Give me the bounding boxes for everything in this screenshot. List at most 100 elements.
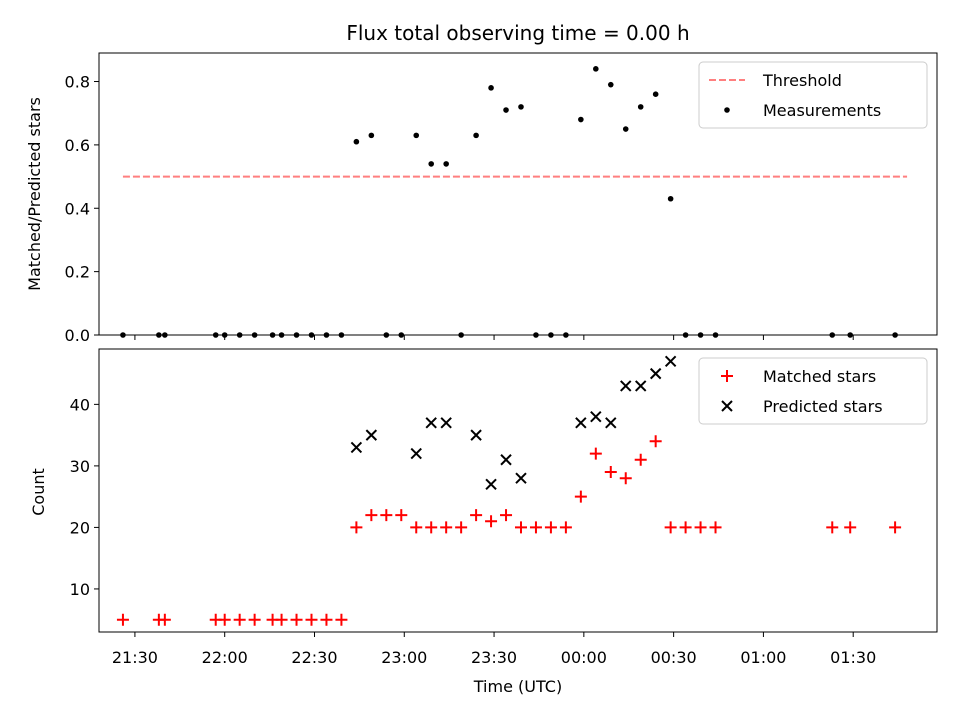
bottom-chart-legend-label: Matched stars xyxy=(763,367,876,386)
predicted-star-point xyxy=(440,417,452,429)
matched-star-point xyxy=(116,613,129,626)
measurement-point xyxy=(156,332,162,338)
matched-star-point xyxy=(679,521,692,534)
predicted-star-point xyxy=(575,417,587,429)
matched-star-point xyxy=(604,466,617,479)
measurement-point xyxy=(533,332,539,338)
bottom-chart-x-tick-label: 22:00 xyxy=(202,648,248,667)
top-chart-y-tick-label: 0.4 xyxy=(65,199,90,218)
matched-star-point xyxy=(275,613,288,626)
measurement-point xyxy=(308,332,315,338)
predicted-star-point xyxy=(649,367,662,380)
matched-star-point xyxy=(529,521,542,534)
matched-star-point xyxy=(425,521,438,534)
predicted-star-point xyxy=(620,380,632,392)
bottom-chart-legend-label: Predicted stars xyxy=(763,397,883,416)
predicted-star-point xyxy=(410,447,422,460)
measurement-point xyxy=(443,161,449,167)
measurement-point xyxy=(518,104,524,110)
matched-star-point xyxy=(826,521,839,534)
measurement-point xyxy=(563,332,569,338)
predicted-star-point xyxy=(515,472,527,484)
measurement-point xyxy=(548,332,554,338)
measurement-point xyxy=(293,332,300,338)
bottom-chart-x-tick-label: 01:30 xyxy=(830,648,876,667)
measurement-point xyxy=(353,138,360,145)
matched-star-point xyxy=(233,613,246,626)
top-chart-y-tick-label: 0.2 xyxy=(65,263,90,282)
matched-star-point xyxy=(365,509,378,522)
top-chart-legend-label: Threshold xyxy=(762,71,842,90)
matched-star-point xyxy=(619,472,632,485)
measurement-point xyxy=(236,332,243,338)
predicted-star-point xyxy=(485,478,497,491)
matched-star-point xyxy=(395,509,408,522)
measurement-point xyxy=(251,332,258,338)
top-chart-y-tick-label: 0.0 xyxy=(65,326,90,345)
matched-star-point xyxy=(410,521,423,534)
top-chart-panel: 0.0 0.2 0.4 0.6 0.8 Threshold Measurements xyxy=(65,52,938,345)
bottom-chart-y-tick-label: 30 xyxy=(70,457,90,476)
top-chart-y-tick-label: 0.8 xyxy=(65,73,90,92)
predicted-star-point xyxy=(470,429,482,441)
top-chart-legend-label: Measurements xyxy=(763,101,881,120)
top-chart-y-axis-label: Matched/Predicted stars xyxy=(25,97,44,291)
measurement-point xyxy=(212,332,219,338)
measurement-point xyxy=(667,195,674,202)
matched-star-point xyxy=(320,613,333,626)
bottom-chart-panel: 10 20 30 40 21:30 22:00 22:30 23:00 23:30 00:00 00… xyxy=(70,348,938,667)
measurement-point xyxy=(398,332,405,338)
bottom-chart-x-axis-label: Time (UTC) xyxy=(473,677,562,696)
matched-star-point xyxy=(649,435,662,448)
bottom-chart-legend-box xyxy=(698,357,928,425)
bottom-chart-frame xyxy=(98,348,938,633)
matched-star-point xyxy=(634,453,647,466)
measurement-point xyxy=(269,332,276,338)
top-chart-frame xyxy=(98,52,938,336)
predicted-star-point xyxy=(365,429,378,441)
measurement-point xyxy=(637,104,644,110)
measurement-point xyxy=(503,107,509,113)
matched-star-point xyxy=(500,509,513,522)
measurement-point xyxy=(338,332,345,338)
bottom-chart-y-tick-label: 20 xyxy=(70,518,90,537)
matched-star-point xyxy=(709,521,722,534)
measurement-point xyxy=(607,81,614,88)
matched-star-point xyxy=(248,613,261,626)
measurement-point xyxy=(278,332,285,338)
matched-star-point xyxy=(694,521,707,534)
bottom-chart-x-tick-label: 01:00 xyxy=(740,648,786,667)
matched-star-point xyxy=(290,613,303,626)
predicted-star-point xyxy=(500,454,512,466)
predicted-star-point xyxy=(634,380,647,392)
bottom-chart-y-axis-label: Count xyxy=(29,468,48,516)
matched-star-point xyxy=(844,521,857,534)
measurement-point xyxy=(473,132,479,139)
predicted-star-point xyxy=(664,355,677,368)
top-chart-y-tick-label: 0.6 xyxy=(65,136,90,155)
bottom-chart-x-tick-label: 00:00 xyxy=(561,648,607,667)
legend-matched-marker xyxy=(721,370,733,382)
measurement-point xyxy=(458,332,464,338)
bottom-chart-x-tick-label: 23:00 xyxy=(381,648,427,667)
predicted-star-point xyxy=(425,417,437,429)
measurement-point xyxy=(712,332,719,338)
matched-star-point xyxy=(470,509,483,522)
measurement-point xyxy=(682,332,689,338)
bottom-chart-y-tick-label: 40 xyxy=(70,395,90,414)
measurement-point xyxy=(368,132,375,139)
measurement-point xyxy=(221,332,228,338)
measurement-point xyxy=(323,332,330,338)
matched-star-point xyxy=(889,521,902,534)
predicted-star-point xyxy=(350,441,363,454)
matched-star-point xyxy=(589,447,602,460)
top-chart-title: Flux total observing time = 0.00 h xyxy=(346,21,689,45)
matched-star-point xyxy=(350,521,363,534)
matched-star-point xyxy=(485,515,498,528)
measurement-point xyxy=(697,332,704,338)
matched-star-point xyxy=(218,613,231,626)
matched-star-point xyxy=(305,613,318,626)
matched-star-point xyxy=(559,521,572,534)
measurement-point xyxy=(652,91,659,97)
